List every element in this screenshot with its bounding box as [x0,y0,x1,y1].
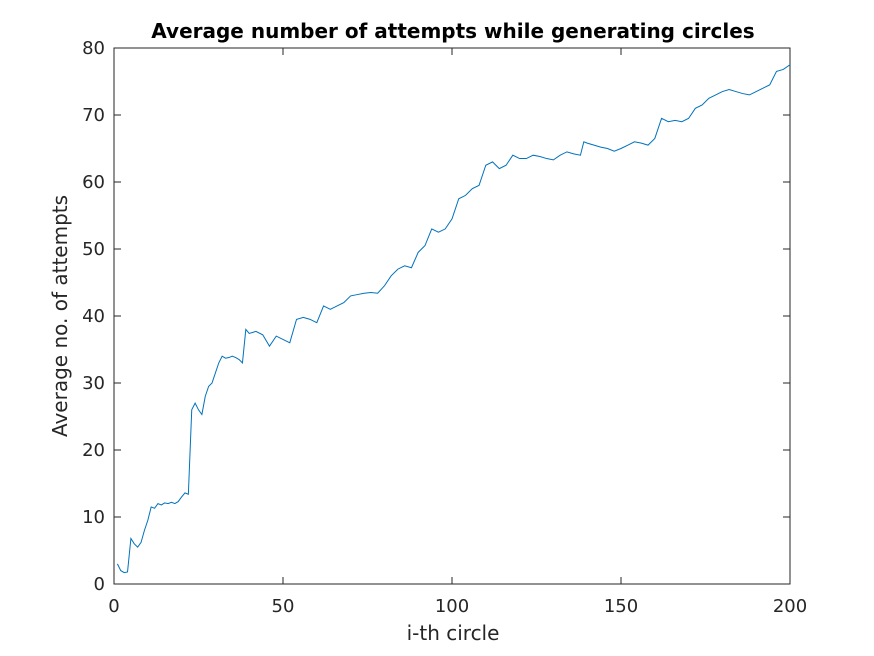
x-axis-label: i-th circle [407,621,500,645]
y-tick-label: 40 [82,306,105,327]
y-tick-label: 50 [82,239,105,260]
y-tick-label: 70 [82,105,105,126]
y-tick-label: 80 [82,38,105,59]
y-axis-tick-labels: 0 10 20 30 40 50 60 70 80 [82,38,105,595]
chart-title: Average number of attempts while generat… [151,19,754,43]
y-tick-label: 20 [82,440,105,461]
y-tick-label: 60 [82,172,105,193]
y-tick-label: 0 [94,574,105,595]
x-tick-label: 100 [435,596,469,617]
data-series-line [116,64,791,574]
x-axis-tick-labels: 0 50 100 150 200 [108,596,807,617]
y-tick-label: 30 [82,373,105,394]
x-tick-label: 150 [604,596,638,617]
x-tick-label: 50 [272,596,295,617]
x-tick-label: 0 [108,596,119,617]
plot-area-frame [113,47,791,585]
y-tick-label: 10 [82,507,105,528]
y-axis-label: Average no. of attempts [48,195,72,437]
axis-ticks [113,47,791,585]
x-tick-label: 200 [773,596,807,617]
